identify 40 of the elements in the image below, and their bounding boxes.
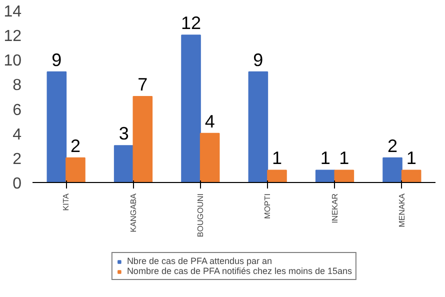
data-label: 1 [320,148,330,168]
y-tick-label: 8 [12,77,22,94]
data-label: 7 [138,74,148,94]
x-tick-label: MENAKA [397,192,406,228]
data-label: 3 [118,124,129,144]
bar [334,170,354,182]
data-label: 9 [52,50,62,70]
bar [248,71,268,182]
bar [181,34,201,182]
x-tick-label: MOPTI [263,193,272,219]
bar [46,71,67,182]
bar [66,157,86,182]
y-tick-label: 14 [4,4,22,20]
y-tick-label: 2 [12,150,22,168]
x-tick-label: INEKAR [330,193,340,224]
x-tick-label: KANGABA [128,192,138,232]
data-label: 9 [253,50,264,70]
y-tick-label: 4 [12,126,22,144]
legend-label: Nbre de cas de PFA attendus par an [126,256,272,266]
bar [132,96,153,182]
legend-label: Nombre de cas de PFA notifiés chez les moins de 15ans [126,266,352,276]
y-tick-label: 10 [4,52,22,70]
x-tick-label: KITA [62,192,71,211]
bar [267,170,287,182]
bar [315,170,336,182]
bar [114,145,134,182]
data-label: 2 [388,136,398,156]
x-tick-label: BOUGOUNI [196,193,205,238]
bar [382,157,402,182]
bar [200,132,220,182]
data-label: 2 [70,136,80,156]
y-tick-label: 6 [12,102,22,119]
data-label: 1 [406,148,416,168]
data-label: 1 [339,148,350,168]
data-label: 1 [272,148,282,168]
y-tick-label: 0 [12,176,22,192]
data-label: 4 [204,111,215,132]
y-tick-label: 12 [4,28,22,46]
bar [401,170,422,182]
data-label: 12 [181,13,202,34]
